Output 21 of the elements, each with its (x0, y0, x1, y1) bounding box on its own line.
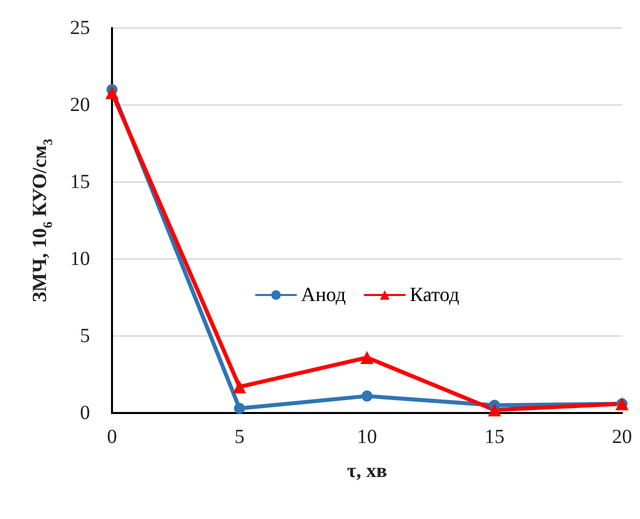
x-tick-label: 10 (357, 426, 377, 448)
point (234, 402, 245, 414)
x-tick-label: 5 (234, 426, 244, 448)
x-axis-title: τ, хв (346, 460, 388, 482)
y-tick-label: 25 (70, 17, 90, 39)
x-tick-label: 15 (484, 426, 504, 448)
y-tick-label: 10 (70, 248, 90, 270)
y-tick-label: 0 (80, 402, 90, 424)
y-tick-label: 5 (80, 325, 90, 347)
x-tick-label: 0 (107, 426, 117, 448)
legend-label: Анод (301, 284, 346, 306)
legend-label: Катод (410, 284, 460, 306)
x-tick-label: 20 (612, 426, 632, 448)
point (488, 403, 501, 416)
point (360, 351, 374, 364)
y-axis-title: ЗМЧ, 106 КУО/см3 (29, 138, 55, 302)
point (106, 86, 118, 100)
y-tick-label: 20 (70, 94, 90, 116)
point (233, 380, 246, 394)
point (362, 390, 372, 402)
y-tick-label: 15 (70, 171, 90, 193)
